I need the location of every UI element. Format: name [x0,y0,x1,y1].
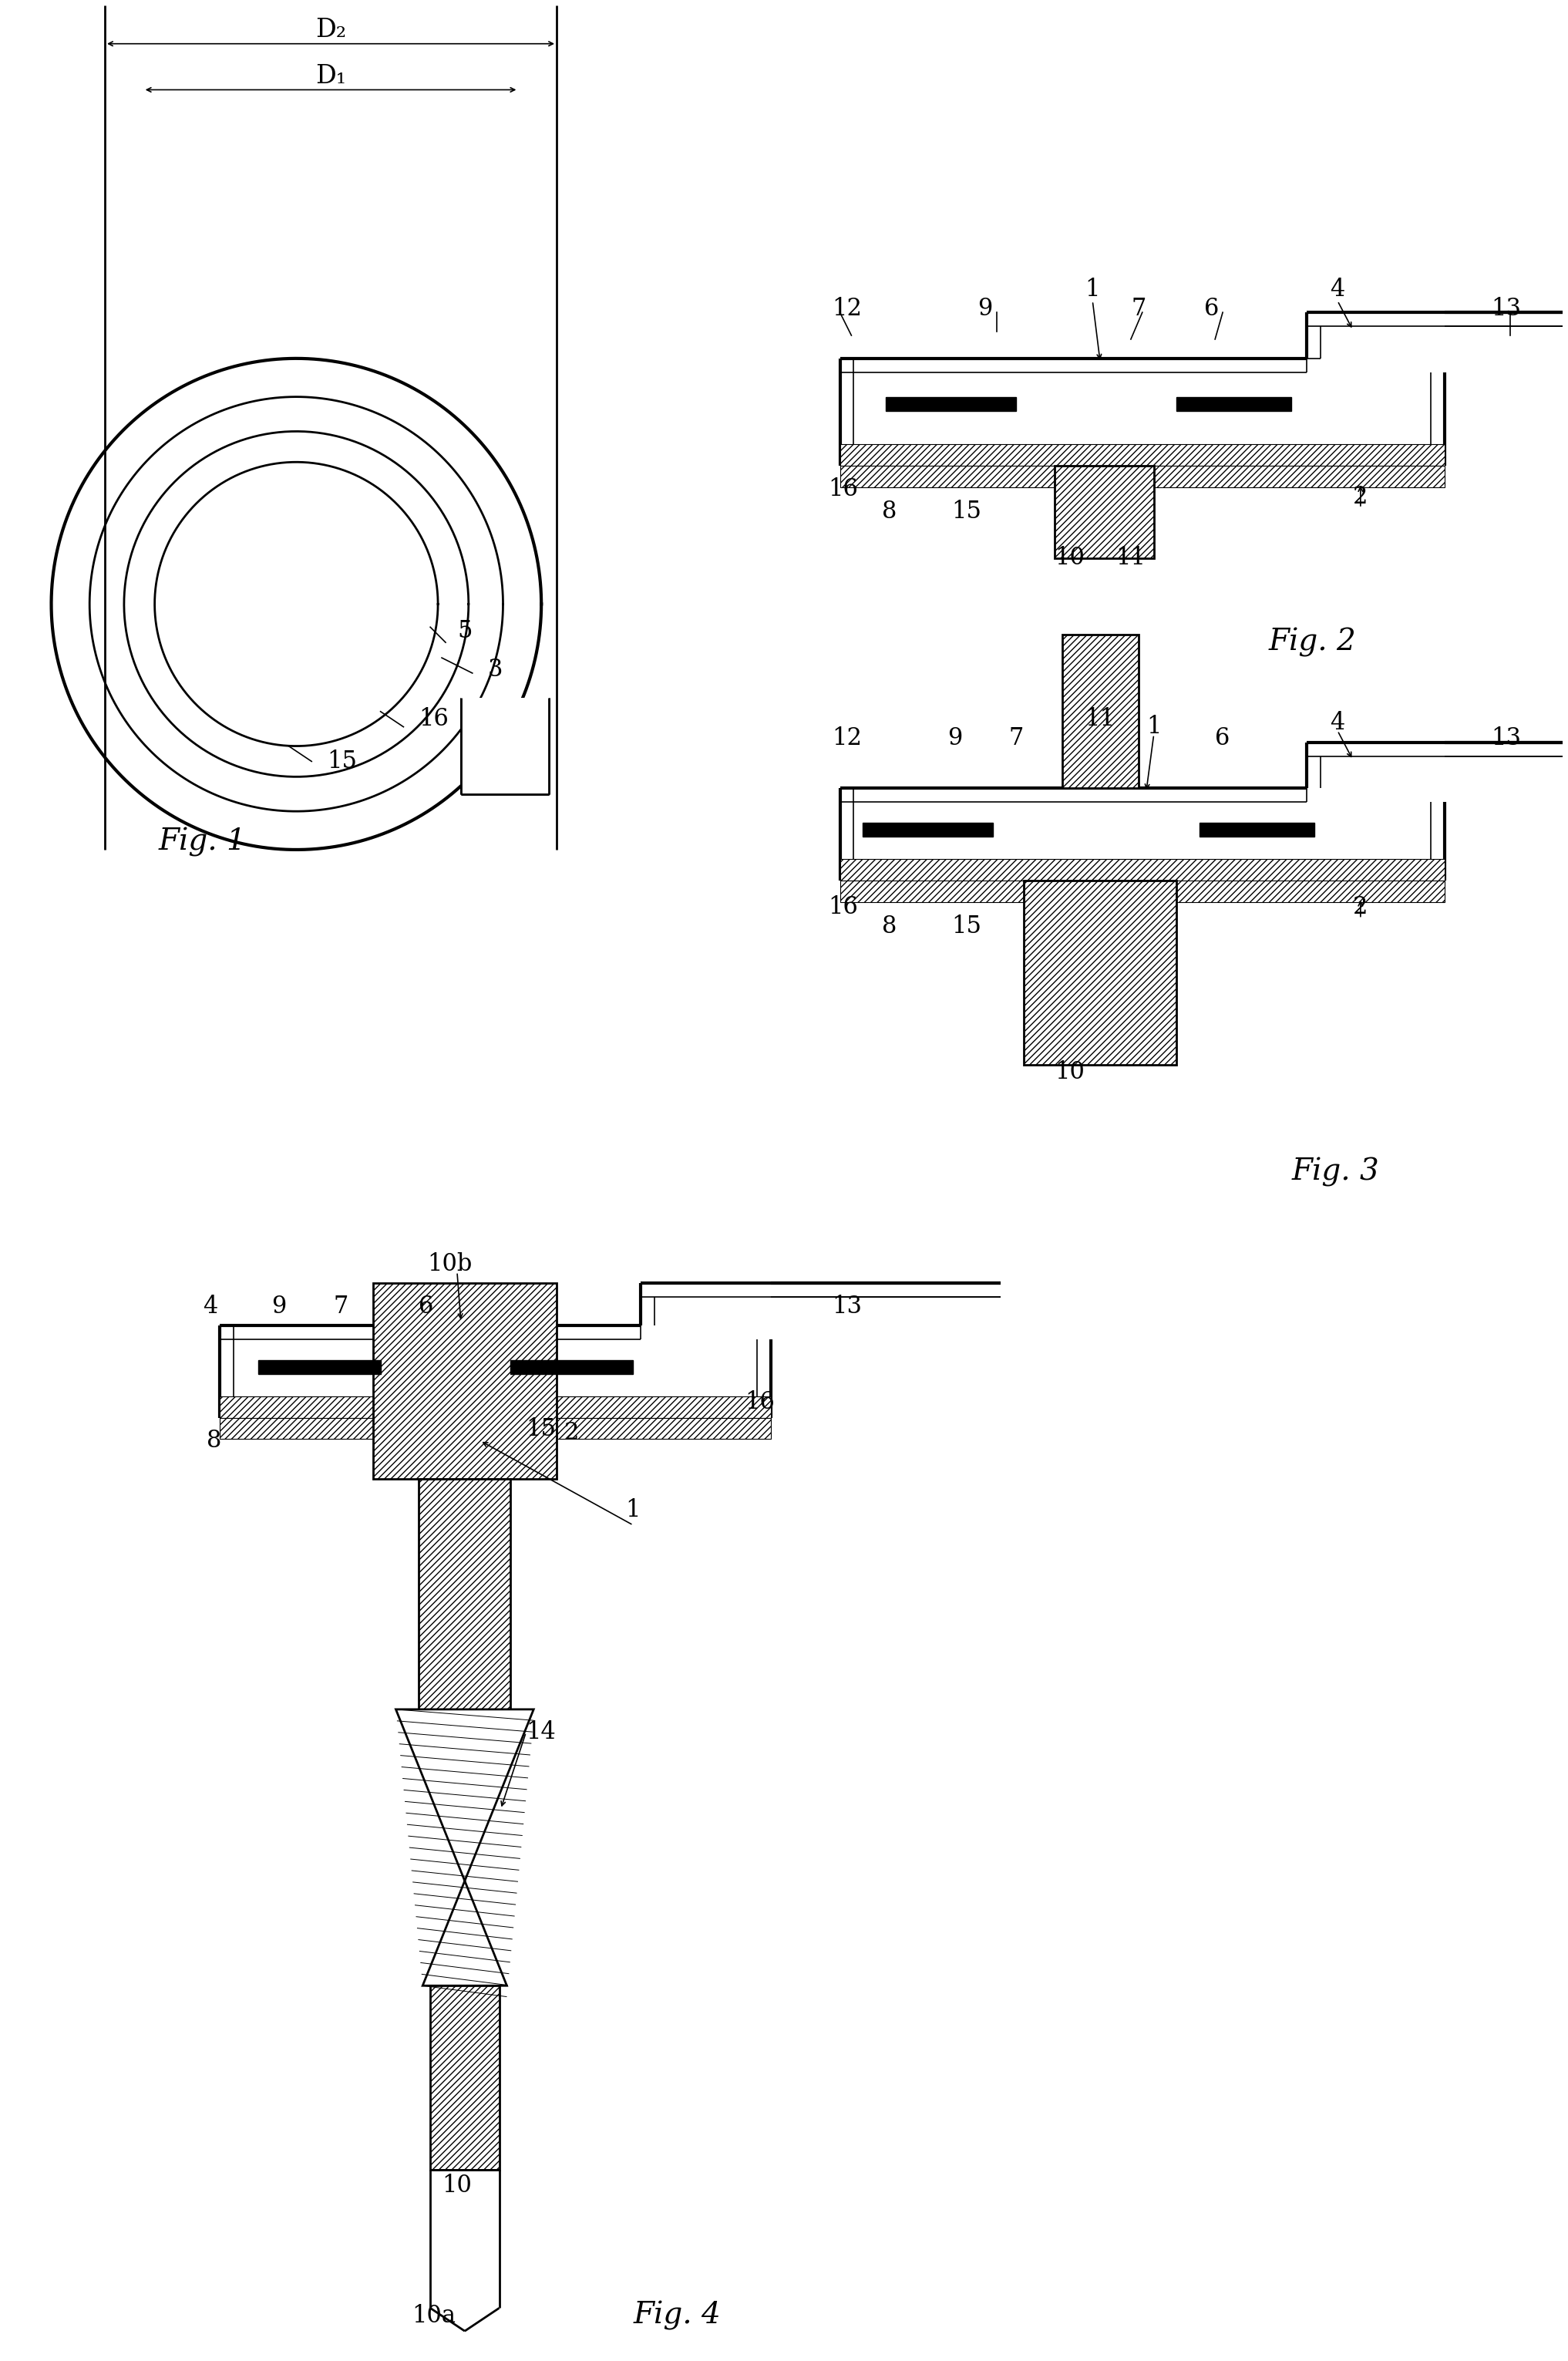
Text: 16: 16 [419,708,448,732]
Text: 6: 6 [419,1294,434,1317]
Text: 1: 1 [626,1497,641,1523]
Text: 9: 9 [947,727,963,751]
Text: Fig. 4: Fig. 4 [633,2302,721,2330]
Polygon shape [430,1986,499,2170]
Text: 15: 15 [952,501,982,524]
Polygon shape [1054,465,1154,557]
Text: 10: 10 [442,2172,472,2198]
Text: 16: 16 [745,1391,775,1414]
Text: 12: 12 [833,297,862,321]
Text: Fig. 2: Fig. 2 [1269,628,1356,656]
Text: 10a: 10a [412,2304,456,2328]
Text: 11: 11 [1116,545,1146,569]
Text: 8: 8 [883,914,897,937]
Text: Fig. 1: Fig. 1 [158,826,246,857]
Text: 2: 2 [1353,484,1367,508]
Text: 3: 3 [488,656,503,682]
Polygon shape [419,1478,511,1709]
Text: 13: 13 [833,1294,862,1317]
Text: 14: 14 [525,1721,555,1745]
Text: 11: 11 [1085,708,1115,732]
Text: 8: 8 [207,1428,221,1452]
Polygon shape [220,1417,771,1440]
Text: 2: 2 [564,1421,579,1445]
Text: 4: 4 [1330,711,1345,734]
Text: 7: 7 [332,1294,348,1317]
Polygon shape [1200,824,1314,836]
Text: 10b: 10b [426,1251,472,1275]
Text: 15: 15 [326,748,358,774]
Polygon shape [220,1395,771,1417]
Text: 9: 9 [271,1294,287,1317]
Polygon shape [461,699,549,793]
Polygon shape [395,1709,533,1986]
Polygon shape [373,1284,557,1478]
Text: 7: 7 [1131,297,1146,321]
Text: 8: 8 [883,501,897,524]
Polygon shape [840,881,1444,902]
Text: 15: 15 [525,1417,557,1440]
Polygon shape [862,824,993,836]
Text: 1: 1 [1085,276,1101,302]
Polygon shape [511,1360,633,1374]
Text: 12: 12 [833,727,862,751]
Text: 13: 13 [1491,727,1521,751]
Text: 2: 2 [1353,895,1367,918]
Text: 6: 6 [1204,297,1218,321]
Text: 13: 13 [1491,297,1521,321]
Text: 16: 16 [828,477,858,501]
Polygon shape [886,397,1016,411]
Polygon shape [259,1360,381,1374]
Text: 1: 1 [1146,715,1162,739]
Polygon shape [840,465,1444,486]
Polygon shape [840,859,1444,881]
Polygon shape [1176,397,1292,411]
Text: 10: 10 [1055,545,1085,569]
Text: D₁: D₁ [315,64,347,87]
Polygon shape [1062,635,1138,789]
Text: 4: 4 [1330,276,1345,302]
Text: 9: 9 [978,297,993,321]
Text: 5: 5 [458,619,472,642]
Text: 16: 16 [828,895,858,918]
Text: 15: 15 [952,914,982,937]
Text: 6: 6 [1215,727,1231,751]
Text: 4: 4 [202,1294,218,1317]
Text: 7: 7 [1008,727,1024,751]
Polygon shape [1024,881,1176,1065]
Text: 10: 10 [1055,1060,1085,1084]
Polygon shape [840,444,1444,465]
Text: D₂: D₂ [315,17,347,42]
Text: Fig. 3: Fig. 3 [1292,1157,1380,1188]
